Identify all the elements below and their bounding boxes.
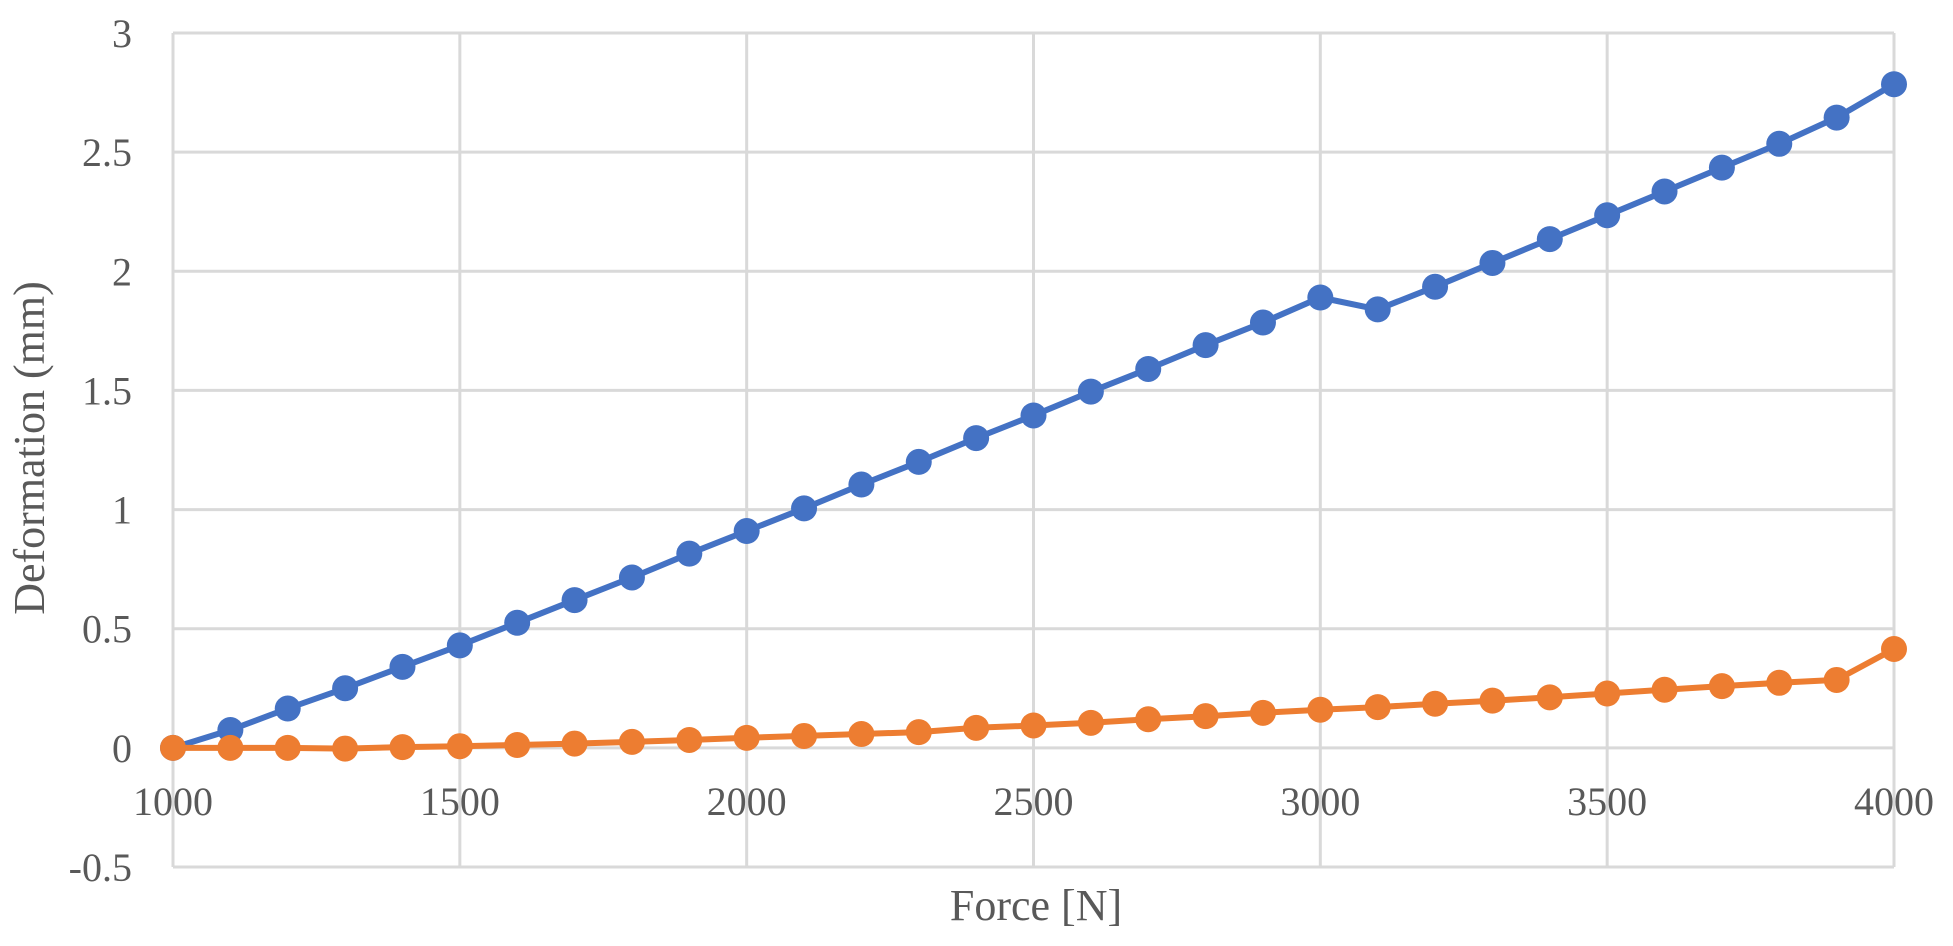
data-point — [332, 675, 359, 702]
data-point — [791, 722, 818, 749]
y-axis-title: Deformation (mm) — [5, 281, 54, 615]
data-point — [963, 425, 990, 452]
data-point — [1881, 71, 1907, 98]
data-point — [446, 733, 473, 760]
data-point — [1020, 712, 1047, 739]
x-tick-label: 3500 — [1567, 779, 1647, 824]
data-point — [1651, 178, 1678, 205]
data-point — [1881, 635, 1907, 662]
data-point — [561, 730, 588, 757]
data-point — [1594, 202, 1621, 229]
data-point — [1249, 699, 1276, 726]
data-point — [1192, 703, 1219, 730]
data-point — [1077, 709, 1104, 736]
y-tick-label: 0 — [112, 726, 132, 771]
data-point — [1651, 676, 1678, 703]
data-point — [1135, 355, 1162, 382]
y-tick-label: 2 — [112, 249, 132, 294]
series-layer — [160, 71, 1907, 762]
x-tick-labels: 1000 1500 2000 2500 3000 3500 4000 — [133, 779, 1934, 824]
data-point — [1135, 706, 1162, 733]
data-point — [848, 471, 875, 498]
data-point — [1364, 694, 1391, 721]
data-point — [1307, 284, 1334, 311]
data-point — [1249, 309, 1276, 336]
data-point — [274, 695, 301, 722]
data-point — [504, 609, 531, 636]
y-tick-label: -0.5 — [69, 845, 132, 890]
data-point — [332, 735, 359, 762]
data-point — [1307, 696, 1334, 723]
data-point — [676, 726, 703, 753]
data-point — [1708, 154, 1735, 181]
data-point — [217, 716, 244, 743]
data-point — [1422, 690, 1449, 717]
data-point — [733, 724, 760, 751]
data-point — [1536, 684, 1563, 711]
data-point — [791, 495, 818, 522]
x-tick-label: 2000 — [707, 779, 787, 824]
data-point — [504, 731, 531, 758]
data-point — [274, 734, 301, 761]
data-point — [1364, 296, 1391, 323]
data-point — [1536, 226, 1563, 253]
x-tick-label: 1000 — [133, 779, 213, 824]
data-point — [1020, 402, 1047, 429]
data-point — [618, 564, 645, 591]
data-point — [1708, 673, 1735, 700]
data-point — [389, 734, 416, 761]
y-tick-label: 3 — [112, 11, 132, 56]
data-point — [733, 518, 760, 545]
data-point — [676, 540, 703, 567]
data-point — [1192, 332, 1219, 359]
data-point — [1479, 687, 1506, 714]
data-point — [905, 448, 932, 475]
data-point — [160, 734, 186, 761]
x-tick-label: 3000 — [1280, 779, 1360, 824]
data-point — [446, 632, 473, 659]
data-point — [1594, 680, 1621, 707]
data-point — [1766, 669, 1793, 696]
x-tick-label: 2500 — [994, 779, 1074, 824]
y-tick-label: 2.5 — [82, 130, 132, 175]
data-point — [1823, 104, 1850, 131]
data-point — [1422, 273, 1449, 300]
y-tick-label: 1 — [112, 488, 132, 533]
data-point — [561, 587, 588, 614]
data-point — [389, 653, 416, 680]
x-tick-label: 4000 — [1854, 779, 1934, 824]
y-tick-labels: -0.5 0 0.5 1 1.5 2 2.5 3 — [69, 11, 132, 890]
data-point — [1766, 130, 1793, 157]
series-2 — [160, 635, 1907, 762]
data-point — [1077, 378, 1104, 405]
y-tick-label: 1.5 — [82, 368, 132, 413]
data-point — [848, 721, 875, 748]
x-tick-label: 1500 — [420, 779, 500, 824]
data-point — [1479, 249, 1506, 276]
data-point — [1823, 666, 1850, 693]
y-tick-label: 0.5 — [82, 607, 132, 652]
data-point — [618, 728, 645, 755]
x-axis-title: Force [N] — [950, 881, 1122, 930]
data-point — [963, 714, 990, 741]
data-point — [905, 719, 932, 746]
series-1 — [160, 71, 1907, 761]
data-point — [217, 734, 244, 761]
grid — [171, 31, 1896, 869]
